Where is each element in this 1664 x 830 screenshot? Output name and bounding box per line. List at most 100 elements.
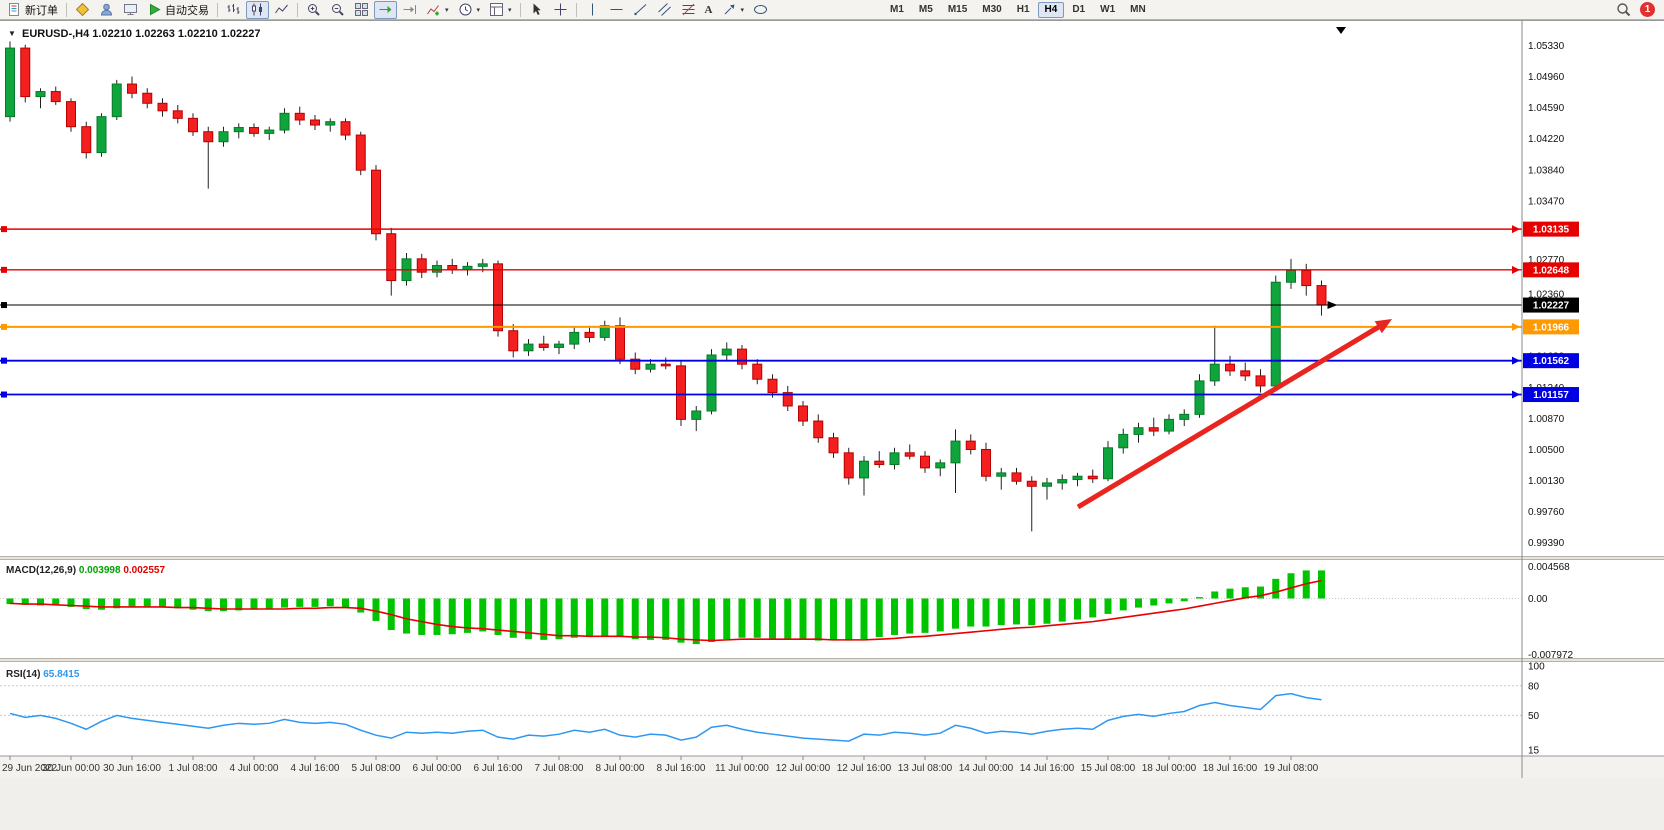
trend-arrow-head xyxy=(1374,319,1392,334)
dropdown-caret-icon: ▾ xyxy=(508,6,512,14)
timeframe-h1[interactable]: H1 xyxy=(1010,2,1037,18)
toolbar-separator xyxy=(519,2,521,17)
fibonacci-button[interactable] xyxy=(677,1,700,19)
search-icon xyxy=(1617,3,1631,17)
horizontal-line-button[interactable] xyxy=(605,1,628,19)
timeframe-h4[interactable]: H4 xyxy=(1037,1,1065,18)
line-left-handle xyxy=(1,226,7,233)
timeframe-m5[interactable]: M5 xyxy=(912,2,940,18)
cursor-icon xyxy=(533,3,541,15)
text-tool-icon: A xyxy=(704,3,713,16)
panel-splitter[interactable] xyxy=(0,658,1664,662)
line-right-marker xyxy=(1512,225,1520,234)
price-level-line[interactable]: 1.01966 xyxy=(0,319,1579,335)
notification-badge[interactable]: 1 xyxy=(1640,2,1655,17)
navigator-button[interactable] xyxy=(95,1,118,19)
svg-text:1.04960: 1.04960 xyxy=(1528,72,1565,83)
zoom-in-button[interactable] xyxy=(302,1,325,19)
timeframe-d1[interactable]: D1 xyxy=(1065,2,1092,18)
dropdown-caret-icon: ▾ xyxy=(476,6,481,14)
price-badge xyxy=(1523,387,1579,403)
market-watch-button[interactable] xyxy=(71,1,94,19)
trend-arrow[interactable] xyxy=(1076,323,1383,510)
one-click-expand-icon[interactable]: ▼ xyxy=(8,29,16,38)
scroll-end-marker-icon[interactable] xyxy=(1336,27,1346,34)
crosshair-button[interactable] xyxy=(549,1,572,19)
channel-button[interactable] xyxy=(653,1,676,19)
svg-text:14 Jul 00:00: 14 Jul 00:00 xyxy=(959,763,1014,774)
terminal-icon xyxy=(124,4,137,15)
periods-button[interactable]: ▾ xyxy=(454,1,485,19)
templates-button[interactable]: ▾ xyxy=(485,1,516,19)
price-level-line[interactable]: 1.01562 xyxy=(0,353,1579,369)
bar-chart-button[interactable] xyxy=(222,1,245,19)
chart-shift-button[interactable] xyxy=(398,1,421,19)
rsi-header: RSI(14) 65.8415 xyxy=(6,669,80,680)
zoom-out-button[interactable] xyxy=(326,1,349,19)
candlesticks xyxy=(5,41,1327,532)
price-level-line[interactable]: 1.03135 xyxy=(0,221,1579,237)
svg-text:29 Jun 2022: 29 Jun 2022 xyxy=(2,763,57,774)
indicators-button[interactable]: ▾ xyxy=(422,1,453,19)
crosshair-icon xyxy=(554,3,567,16)
price-badge xyxy=(1523,221,1579,237)
candle-chart-button[interactable] xyxy=(246,0,269,19)
search-button[interactable] xyxy=(1612,1,1635,19)
timeframe-m30[interactable]: M30 xyxy=(975,2,1008,18)
new-order-button[interactable]: 新订单 xyxy=(3,1,62,19)
chart-title-ohlc: EURUSD-,H4 1.02210 1.02263 1.02210 1.022… xyxy=(22,28,261,40)
shapes-tool-button[interactable] xyxy=(749,1,772,19)
svg-text:1.01966: 1.01966 xyxy=(1533,322,1570,333)
line-left-handle xyxy=(1,391,7,398)
svg-text:6 Jul 00:00: 6 Jul 00:00 xyxy=(413,763,462,774)
svg-text:1.00870: 1.00870 xyxy=(1528,414,1565,425)
line-chart-button[interactable] xyxy=(270,1,293,19)
svg-text:100: 100 xyxy=(1528,662,1545,673)
svg-text:5 Jul 08:00: 5 Jul 08:00 xyxy=(352,763,401,774)
price-level-line[interactable]: 1.02648 xyxy=(0,262,1579,278)
current-price-line[interactable]: 1.02227 xyxy=(0,297,1579,313)
timeframe-m15[interactable]: M15 xyxy=(941,2,974,18)
navigator-icon xyxy=(100,3,113,16)
svg-text:80: 80 xyxy=(1528,681,1540,692)
svg-text:15: 15 xyxy=(1528,746,1540,757)
autotrading-button[interactable]: 自动交易 xyxy=(143,1,213,19)
line-left-handle xyxy=(1,357,7,364)
svg-text:50: 50 xyxy=(1528,711,1540,722)
autotrading-label: 自动交易 xyxy=(165,4,209,17)
timeframe-mn[interactable]: MN xyxy=(1123,2,1153,18)
tile-windows-button[interactable] xyxy=(350,1,373,19)
svg-text:14 Jul 16:00: 14 Jul 16:00 xyxy=(1020,763,1075,774)
timeframe-m1[interactable]: M1 xyxy=(883,2,911,18)
svg-text:4 Jul 16:00: 4 Jul 16:00 xyxy=(291,763,340,774)
chart-window[interactable]: 1.05330 1.04960 1.04590 1.04220 1.03840 1.034… xyxy=(0,20,1664,778)
price-chart[interactable]: 1.05330 1.04960 1.04590 1.04220 1.03840 1.034… xyxy=(0,21,1664,778)
top-toolbar: 新订单 自动交易 ▾ ▾ xyxy=(0,0,1664,20)
timeframe-w1[interactable]: W1 xyxy=(1093,2,1122,18)
arrows-tool-button[interactable]: ▾ xyxy=(718,1,749,19)
terminal-button[interactable] xyxy=(119,1,142,19)
svg-text:18 Jul 00:00: 18 Jul 00:00 xyxy=(1142,763,1197,774)
fibonacci-icon xyxy=(682,3,695,16)
line-left-handle xyxy=(1,266,7,273)
svg-text:1.02648: 1.02648 xyxy=(1533,265,1570,276)
svg-text:11 Jul 00:00: 11 Jul 00:00 xyxy=(715,763,769,774)
svg-text:4 Jul 00:00: 4 Jul 00:00 xyxy=(230,763,279,774)
panel-splitter[interactable] xyxy=(0,556,1664,560)
clock-icon xyxy=(459,3,472,16)
cursor-button[interactable] xyxy=(525,1,548,19)
svg-text:12 Jul 00:00: 12 Jul 00:00 xyxy=(776,763,831,774)
vertical-line-button[interactable] xyxy=(581,1,604,19)
trendline-button[interactable] xyxy=(629,1,652,19)
status-bar xyxy=(0,777,1664,830)
zoom-out-icon xyxy=(332,4,344,16)
svg-text:1.01157: 1.01157 xyxy=(1533,390,1569,401)
horizontal-line-icon xyxy=(610,9,623,10)
svg-text:1.02770: 1.02770 xyxy=(1528,255,1565,266)
line-right-marker xyxy=(1512,265,1520,274)
svg-text:1.02227: 1.02227 xyxy=(1533,301,1570,312)
autoscroll-button[interactable] xyxy=(374,0,397,19)
templates-icon xyxy=(490,3,504,16)
text-tool-button[interactable]: A xyxy=(701,1,717,19)
